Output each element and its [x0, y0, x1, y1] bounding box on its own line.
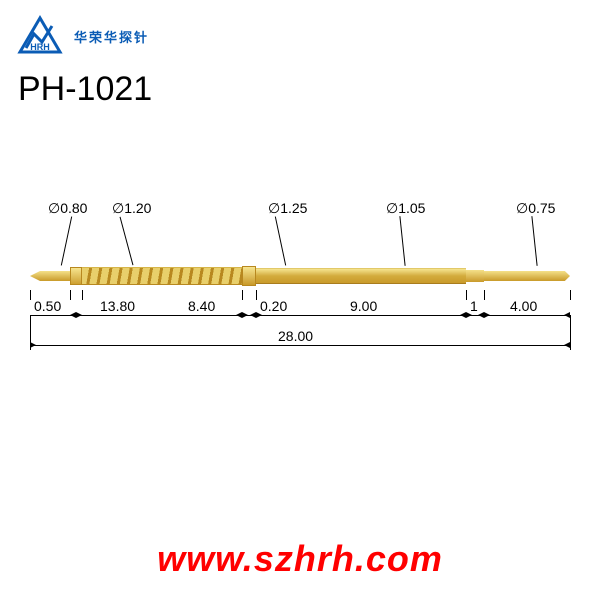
tick: [82, 290, 83, 300]
leader: [399, 216, 405, 266]
tick: [242, 290, 243, 300]
tick: [466, 290, 467, 300]
length-total: 28.00: [278, 328, 313, 344]
tick: [570, 290, 571, 300]
leader: [531, 216, 537, 266]
leader: [275, 216, 286, 265]
probe-step: [466, 270, 484, 282]
arrow-icon: [76, 312, 82, 318]
probe-tail: [484, 271, 570, 281]
part-number: PH-1021: [18, 70, 152, 109]
logo-chinese-text: 华荣华探针: [74, 27, 149, 46]
length-8-40: 8.40: [188, 298, 215, 314]
logo-triangle-icon: HRH: [12, 12, 68, 60]
arrow-icon: [466, 312, 472, 318]
probe-body: [30, 265, 570, 287]
tick: [570, 315, 571, 350]
probe-shoulder: [242, 266, 256, 286]
length-0-50: 0.50: [34, 298, 61, 314]
arrow-icon: [256, 312, 262, 318]
leader: [120, 217, 134, 266]
probe-collar: [70, 267, 82, 285]
arrow-icon: [30, 342, 36, 348]
diameter-0-75: ∅0.75: [516, 200, 555, 217]
length-9-00: 9.00: [350, 298, 377, 314]
tick: [30, 290, 31, 300]
tick: [484, 290, 485, 300]
website-url: www.szhrh.com: [0, 538, 600, 580]
brand-logo: HRH 华荣华探针: [12, 12, 149, 60]
probe-diagram: ∅0.80 ∅1.20 ∅1.25 ∅1.05 ∅0.75 0.50 13.80…: [30, 200, 570, 400]
arrow-icon: [564, 342, 570, 348]
length-0-20: 0.20: [260, 298, 287, 314]
probe-spring: [82, 267, 242, 285]
probe-tip-left: [30, 271, 70, 281]
probe-barrel: [256, 268, 466, 284]
diameter-1-25: ∅1.25: [268, 200, 307, 217]
length-4-00: 4.00: [510, 298, 537, 314]
arrow-icon: [242, 312, 248, 318]
svg-text:HRH: HRH: [30, 42, 50, 52]
leader: [61, 216, 72, 265]
length-13-80: 13.80: [100, 298, 135, 314]
diameter-0-80: ∅0.80: [48, 200, 87, 217]
arrow-icon: [484, 312, 490, 318]
dim-line-total: [30, 345, 570, 346]
diameter-1-05: ∅1.05: [386, 200, 425, 217]
diameter-1-20: ∅1.20: [112, 200, 151, 217]
tick: [70, 290, 71, 300]
tick: [256, 290, 257, 300]
